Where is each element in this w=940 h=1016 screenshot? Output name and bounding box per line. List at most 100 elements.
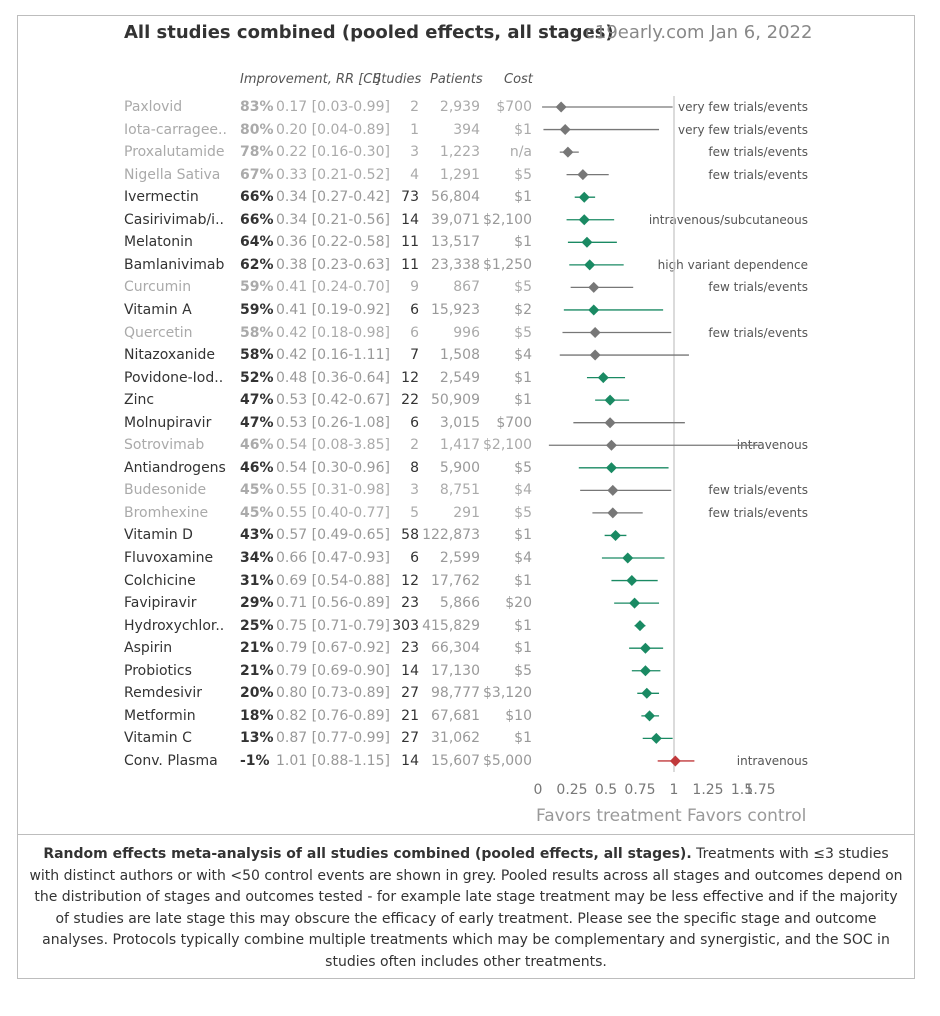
row-name: Remdesivir	[124, 685, 202, 702]
row-cost: $5	[514, 279, 532, 296]
row-name: Paxlovid	[124, 99, 183, 115]
row-pct: 20%	[240, 685, 274, 702]
row-studies: 12	[401, 369, 419, 386]
row-studies: 23	[401, 595, 419, 612]
point-estimate-diamond	[577, 169, 589, 181]
row-rr-ci: 0.22 [0.16-0.30]	[276, 144, 390, 161]
row-patients: 3,015	[439, 414, 480, 431]
row-rr-ci: 0.55 [0.31-0.98]	[276, 482, 390, 499]
row-pct: 78%	[240, 144, 274, 161]
point-estimate-diamond	[589, 349, 601, 361]
row-name: Casirivimab/i..	[124, 211, 224, 228]
row-rr-ci: 1.01 [0.88-1.15]	[276, 752, 390, 769]
row-patients: 15,923	[431, 301, 480, 318]
row-name: Bromhexine	[124, 504, 209, 521]
caption-divider	[17, 834, 915, 835]
row-cost: $1	[514, 527, 532, 544]
row-rr-ci: 0.20 [0.04-0.89]	[276, 121, 390, 138]
row-studies: 11	[401, 256, 419, 273]
table-row: Favipiravir 29% 0.71 [0.56-0.89] 23 5,866 $20	[0, 592, 940, 614]
row-name: Sotrovimab	[124, 437, 205, 454]
x-tick-label: 1.75	[744, 782, 775, 798]
row-pct: 31%	[240, 572, 274, 589]
row-name: Colchicine	[124, 572, 196, 589]
row-studies: 11	[401, 234, 419, 251]
row-name: Bamlanivimab	[124, 256, 225, 273]
point-estimate-diamond	[639, 665, 651, 677]
row-studies: 2	[410, 437, 419, 454]
row-pct: 43%	[240, 527, 274, 544]
row-pct: 46%	[240, 459, 274, 476]
row-studies: 6	[410, 324, 419, 341]
row-name: Povidone-Iod..	[124, 369, 224, 386]
row-patients: 66,304	[431, 640, 480, 657]
point-estimate-diamond	[634, 620, 646, 632]
figure-frame	[17, 15, 915, 979]
row-studies: 58	[401, 527, 419, 544]
row-pct: 45%	[240, 504, 274, 521]
row-name: Curcumin	[124, 279, 192, 296]
row-name: Iota-carragee..	[124, 121, 227, 138]
row-rr-ci: 0.38 [0.23-0.63]	[276, 256, 390, 273]
row-pct: 18%	[240, 707, 274, 724]
row-pct: 47%	[240, 414, 274, 431]
row-cost: $3,120	[483, 685, 532, 702]
row-studies: 6	[410, 550, 419, 566]
row-pct: 47%	[240, 392, 274, 409]
row-rr-ci: 0.79 [0.67-0.92]	[276, 640, 390, 657]
row-pct: 13%	[240, 730, 274, 747]
row-rr-ci: 0.82 [0.76-0.89]	[276, 707, 390, 724]
point-estimate-diamond	[559, 124, 571, 136]
row-name: Vitamin D	[124, 527, 193, 544]
row-note: very few trials/events	[678, 100, 808, 114]
row-cost: $4	[514, 482, 532, 499]
point-estimate-diamond	[629, 597, 641, 609]
row-rr-ci: 0.33 [0.21-0.52]	[276, 166, 390, 183]
row-studies: 3	[410, 482, 419, 499]
row-patients: 394	[453, 121, 480, 138]
table-row: Paxlovid 83% 0.17 [0.03-0.99] 2 2,939 $700 ver…	[0, 96, 940, 118]
row-pct: 21%	[240, 662, 274, 679]
point-estimate-diamond	[626, 575, 638, 587]
row-rr-ci: 0.34 [0.21-0.56]	[276, 211, 390, 228]
row-patients: 15,607	[431, 752, 480, 769]
row-name: Budesonide	[124, 482, 207, 499]
point-estimate-diamond	[588, 281, 600, 293]
row-patients: 5,866	[439, 595, 480, 612]
point-estimate-diamond	[605, 462, 617, 474]
row-studies: 7	[410, 347, 419, 364]
row-patients: 291	[453, 504, 480, 521]
row-cost: $4	[514, 347, 532, 364]
row-rr-ci: 0.53 [0.26-1.08]	[276, 414, 390, 431]
row-name: Favipiravir	[124, 595, 197, 612]
row-rr-ci: 0.41 [0.24-0.70]	[276, 279, 390, 296]
table-row: Proxalutamide 78% 0.22 [0.16-0.30] 3 1,223 n/…	[0, 141, 940, 163]
row-name: Nitazoxanide	[124, 347, 216, 364]
row-pct: 62%	[240, 256, 274, 273]
point-estimate-diamond	[641, 687, 653, 699]
row-cost: $5,000	[483, 752, 532, 769]
row-patients: 1,508	[439, 347, 480, 364]
row-patients: 5,900	[439, 459, 480, 476]
table-row: Casirivimab/i.. 66% 0.34 [0.21-0.56] 14 39,0…	[0, 209, 940, 231]
row-note: few trials/events	[708, 325, 808, 340]
point-estimate-diamond	[605, 439, 617, 451]
row-pct: 66%	[240, 189, 274, 206]
row-studies: 2	[410, 99, 419, 115]
row-name: Zinc	[124, 392, 155, 409]
row-name: Antiandrogens	[124, 459, 226, 476]
row-patients: 31,062	[431, 730, 480, 747]
table-row: Iota-carragee.. 80% 0.20 [0.04-0.89] 1 394 $1…	[0, 119, 940, 141]
col-header-improvement: Improvement, RR [CI]	[240, 72, 382, 87]
table-row: Zinc 47% 0.53 [0.42-0.67] 22 50,909 $1	[0, 389, 940, 411]
row-rr-ci: 0.42 [0.16-1.11]	[276, 347, 390, 364]
row-rr-ci: 0.71 [0.56-0.89]	[276, 595, 390, 612]
row-name: Nigella Sativa	[124, 166, 221, 183]
row-studies: 27	[401, 730, 419, 747]
row-cost: $5	[514, 324, 532, 341]
row-name: Quercetin	[124, 324, 193, 341]
row-studies: 22	[401, 392, 419, 409]
row-note: very few trials/events	[678, 122, 808, 137]
table-row: Curcumin 59% 0.41 [0.24-0.70] 9 867 $5 few tri…	[0, 276, 940, 298]
x-tick-label: 0.25	[556, 782, 587, 798]
